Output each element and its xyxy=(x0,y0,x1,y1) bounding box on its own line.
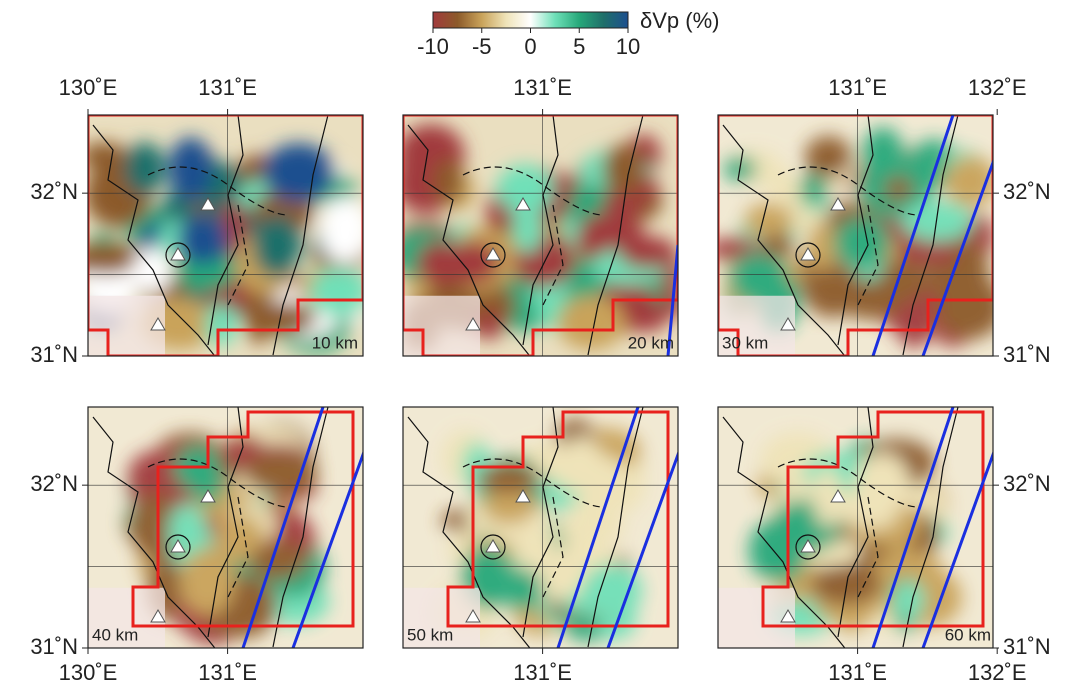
y-tick-label: 32˚N xyxy=(30,179,78,204)
colorbar-tick-label: -10 xyxy=(417,34,449,59)
velocity-anomaly xyxy=(811,564,882,605)
x-tick-label: 132˚E xyxy=(968,660,1027,685)
depth-label: 60 km xyxy=(945,625,991,644)
velocity-anomaly xyxy=(873,553,942,580)
velocity-anomaly xyxy=(250,542,307,580)
velocity-anomaly xyxy=(168,137,212,200)
colorbar-tick-label: 0 xyxy=(524,34,536,59)
velocity-anomaly xyxy=(177,215,229,264)
velocity-anomaly xyxy=(805,136,852,178)
y-tick-label: 32˚N xyxy=(30,471,78,496)
velocity-anomaly xyxy=(69,242,142,274)
map-panel xyxy=(88,407,373,652)
y-tick-label: 31˚N xyxy=(30,342,78,367)
velocity-anomaly xyxy=(124,142,165,194)
velocity-anomaly xyxy=(885,176,913,202)
y-tick-label: 31˚N xyxy=(30,634,78,659)
velocity-anomaly xyxy=(744,203,793,239)
x-tick-label: 131˚E xyxy=(513,660,572,685)
y-tick-label: 31˚N xyxy=(1003,634,1051,659)
x-tick-label: 131˚E xyxy=(198,660,257,685)
map-panel xyxy=(718,407,1003,652)
velocity-anomaly xyxy=(834,217,890,269)
map-panel xyxy=(403,407,688,652)
velocity-anomaly xyxy=(807,222,836,271)
depth-label: 40 km xyxy=(92,625,138,644)
y-tick-label: 32˚N xyxy=(1003,471,1051,496)
velocity-anomaly xyxy=(205,304,237,346)
map-panel xyxy=(69,115,371,360)
x-tick-label: 131˚E xyxy=(828,75,887,100)
colorbar-tick-label: -5 xyxy=(472,34,492,59)
y-tick-label: 31˚N xyxy=(1003,342,1051,367)
colorbar-label: δVp (%) xyxy=(640,8,719,33)
x-tick-label: 130˚E xyxy=(59,660,118,685)
velocity-anomaly xyxy=(944,155,997,207)
velocity-anomaly xyxy=(603,144,646,195)
map-panel xyxy=(390,115,685,360)
velocity-anomaly xyxy=(579,451,615,517)
x-tick-label: 131˚E xyxy=(198,75,257,100)
colorbar xyxy=(433,12,628,28)
x-tick-label: 130˚E xyxy=(59,75,118,100)
y-tick-label: 32˚N xyxy=(1003,179,1051,204)
velocity-anomaly xyxy=(855,453,910,515)
x-tick-label: 131˚E xyxy=(513,75,572,100)
velocity-anomaly xyxy=(557,513,626,544)
velocity-anomaly xyxy=(180,548,235,615)
depth-label: 50 km xyxy=(407,625,453,644)
velocity-anomaly xyxy=(749,518,808,583)
velocity-anomaly xyxy=(80,142,128,170)
velocity-anomaly xyxy=(619,236,677,269)
velocity-anomaly xyxy=(936,274,1003,340)
velocity-anomaly xyxy=(762,233,795,258)
velocity-anomaly xyxy=(512,204,542,253)
colorbar-tick-label: 5 xyxy=(573,34,585,59)
x-tick-label: 131˚E xyxy=(828,660,887,685)
velocity-anomaly xyxy=(263,143,335,202)
velocity-anomaly xyxy=(581,564,642,618)
colorbar-tick-label: 10 xyxy=(616,34,640,59)
depth-label: 20 km xyxy=(628,333,674,352)
map-panel xyxy=(705,115,1004,360)
x-tick-label: 132˚E xyxy=(968,75,1027,100)
depth-label: 30 km xyxy=(722,333,768,352)
velocity-anomaly xyxy=(798,174,828,205)
depth-label: 10 km xyxy=(312,333,358,352)
figure: δVp (%) -10 -5 0 5 10 10 km 130˚E 131˚E 32˚N 31˚N… xyxy=(0,0,1079,693)
velocity-anomaly xyxy=(505,568,543,610)
